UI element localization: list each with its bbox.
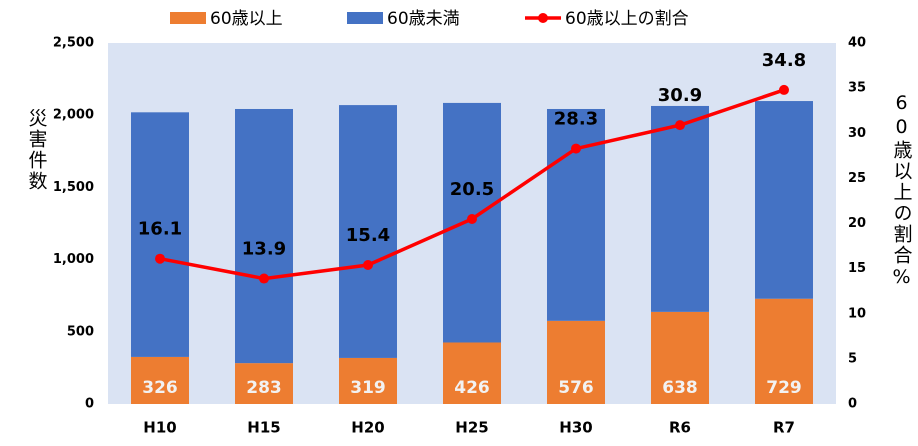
bar-segment <box>339 105 397 358</box>
bar-segment <box>131 356 189 404</box>
line-marker <box>363 260 373 271</box>
legend-swatch <box>347 12 383 24</box>
legend-label: 60歳以上の割合 <box>565 9 689 29</box>
data-label: 283 <box>246 378 282 398</box>
y2-tick-label: 35 <box>848 81 866 96</box>
line-marker <box>259 273 269 284</box>
bar-segment <box>235 363 293 404</box>
bar-segment <box>547 320 605 404</box>
y2-tick-label: 0 <box>848 397 857 412</box>
y2-tick-label: 20 <box>848 216 866 231</box>
data-label: 30.9 <box>658 85 702 106</box>
x-tick-label: R7 <box>773 419 795 437</box>
line-marker <box>467 213 477 224</box>
y2-tick-label: 25 <box>848 171 866 186</box>
data-label: 13.9 <box>242 239 286 260</box>
data-label: 20.5 <box>450 179 494 200</box>
x-tick-label: H15 <box>247 419 280 437</box>
y-tick-label: 2,000 <box>53 108 94 123</box>
line-marker <box>779 84 789 95</box>
bar-segment <box>755 298 813 404</box>
y-axis-label: 災害件数 <box>26 108 48 192</box>
data-label: 16.1 <box>138 219 182 240</box>
y-tick-label: 2,500 <box>53 36 94 51</box>
bar-segment <box>651 105 709 312</box>
x-tick-label: H25 <box>455 419 488 437</box>
data-label: 638 <box>662 378 698 398</box>
y-tick-label: 1,500 <box>53 180 94 195</box>
line-marker <box>675 120 685 131</box>
y2-tick-label: 30 <box>848 126 866 141</box>
bar-segment <box>131 112 189 357</box>
y-tick-label: 0 <box>85 397 94 412</box>
x-tick-label: H20 <box>351 419 384 437</box>
x-tick-label: H30 <box>559 419 592 437</box>
y-tick-label: 1,000 <box>53 252 94 267</box>
data-label: 426 <box>454 378 490 398</box>
line-marker <box>155 253 165 264</box>
data-label: 729 <box>766 378 802 398</box>
legend-swatch <box>170 12 206 24</box>
data-label: 319 <box>350 378 386 398</box>
y2-tick-label: 5 <box>848 351 857 366</box>
data-label: 34.8 <box>762 50 806 71</box>
x-tick-label: R6 <box>669 419 691 437</box>
bar-segment <box>339 357 397 404</box>
y2-axis-label: 60歳以上の割合% <box>891 92 913 290</box>
line-marker <box>571 143 581 154</box>
data-label: 28.3 <box>554 109 598 130</box>
bar-segment <box>443 342 501 404</box>
data-label: 576 <box>558 378 594 398</box>
data-label: 15.4 <box>346 225 390 246</box>
y-tick-label: 500 <box>67 324 94 339</box>
data-label: 326 <box>142 378 178 398</box>
legend-swatch <box>538 13 548 23</box>
bar-segment <box>547 108 605 321</box>
y2-tick-label: 40 <box>848 36 866 51</box>
y2-tick-label: 15 <box>848 261 866 276</box>
x-tick-label: H10 <box>143 419 176 437</box>
y2-tick-label: 10 <box>848 306 866 321</box>
legend-label: 60歳未満 <box>387 9 460 29</box>
bar-segment <box>755 101 813 299</box>
bar-segment <box>235 108 293 364</box>
bar-segment <box>651 311 709 404</box>
legend-label: 60歳以上 <box>210 9 283 29</box>
